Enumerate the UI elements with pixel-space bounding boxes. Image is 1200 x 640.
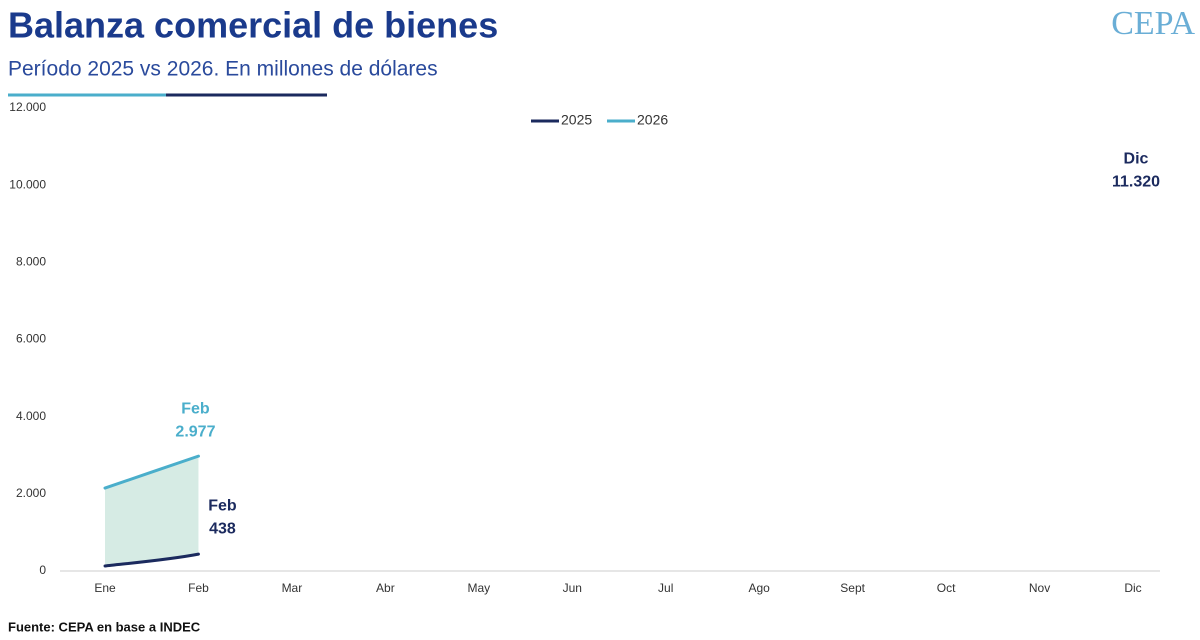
data-label-category: Dic	[1124, 150, 1149, 167]
data-label: 2.977	[175, 423, 215, 440]
y-tick-label: 0	[39, 563, 46, 577]
x-tick-label: Jun	[563, 581, 582, 595]
data-label-category: Feb	[208, 497, 237, 514]
legend-label: 2026	[637, 112, 668, 128]
x-tick-label: May	[467, 581, 490, 595]
x-tick-label: Mar	[282, 581, 303, 595]
logo: CEPA	[1111, 5, 1195, 42]
x-tick-label: Jul	[658, 581, 673, 595]
x-tick-label: Ene	[94, 581, 116, 595]
y-tick-label: 8.000	[16, 255, 46, 269]
y-tick-label: 10.000	[9, 177, 46, 191]
chart-subtitle: Período 2025 vs 2026. En millones de dól…	[8, 58, 438, 81]
y-tick-label: 12.000	[9, 100, 46, 114]
data-label: 11.320	[1112, 173, 1160, 190]
data-label-category: Feb	[181, 400, 210, 417]
x-tick-label: Oct	[937, 581, 956, 595]
x-tick-label: Abr	[376, 581, 395, 595]
x-tick-label: Nov	[1029, 581, 1050, 595]
y-tick-label: 2.000	[16, 486, 46, 500]
x-tick-label: Feb	[188, 581, 209, 595]
series-line	[103, 454, 200, 490]
legend-label: 2025	[561, 112, 592, 128]
x-tick-label: Sept	[840, 581, 865, 595]
source: Fuente: CEPA en base a INDEC	[8, 619, 201, 634]
x-tick-label: Dic	[1124, 581, 1141, 595]
chart-title: Balanza comercial de bienes	[8, 5, 498, 46]
series-line	[103, 552, 200, 568]
data-label: 438	[209, 520, 236, 537]
y-tick-label: 6.000	[16, 332, 46, 346]
x-tick-label: Ago	[749, 581, 771, 595]
y-tick-label: 4.000	[16, 409, 46, 423]
gap-area	[105, 456, 199, 566]
